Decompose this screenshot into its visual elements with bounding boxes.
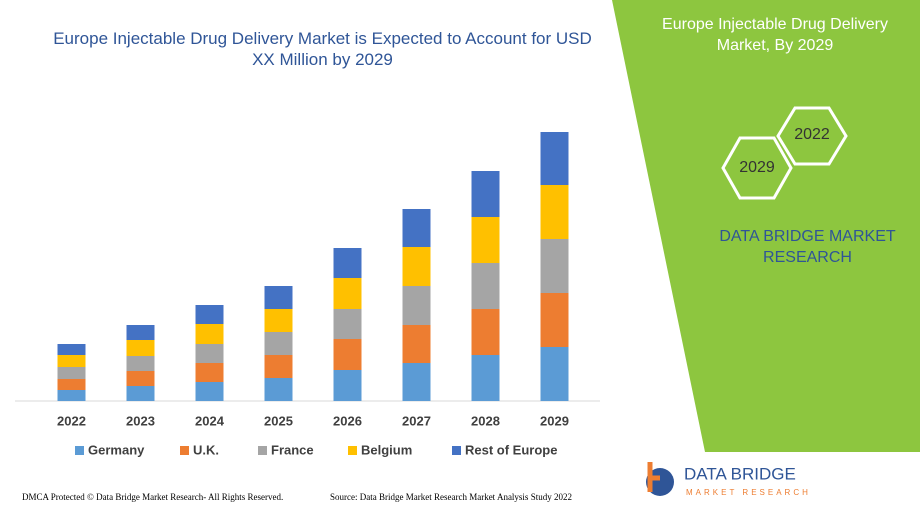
bar-segment xyxy=(402,325,431,363)
bar-segment xyxy=(264,286,293,309)
x-tick-label: 2028 xyxy=(471,413,500,428)
bar-segment xyxy=(264,332,293,355)
legend-label: France xyxy=(271,442,314,457)
bar-segment xyxy=(195,344,224,363)
bar-segment xyxy=(471,309,500,355)
bar-segment xyxy=(471,217,500,263)
bar-segment xyxy=(57,344,86,355)
bar-segment xyxy=(540,347,569,401)
bar-segment xyxy=(195,363,224,382)
legend-swatch xyxy=(452,446,461,455)
bar-segment xyxy=(402,286,431,325)
bar-segment xyxy=(471,355,500,401)
side-panel-bg xyxy=(612,0,920,452)
chart-title: Europe Injectable Drug Delivery Market i… xyxy=(53,29,592,69)
bar-segment xyxy=(57,390,86,401)
logo-icon xyxy=(646,468,674,496)
bar-segment xyxy=(333,278,362,309)
bar-segment xyxy=(126,371,155,386)
bar-segment xyxy=(540,293,569,347)
bar-segment xyxy=(402,363,431,401)
bar-segment xyxy=(57,367,86,379)
x-tick-label: 2024 xyxy=(195,413,225,428)
bar-segment xyxy=(540,239,569,293)
bar-segment xyxy=(195,382,224,401)
brand-text: DATA BRIDGE MARKET RESEARCH xyxy=(719,228,896,266)
hex-label: 2029 xyxy=(739,159,775,176)
x-tick-label: 2029 xyxy=(540,413,569,428)
x-tick-label: 2026 xyxy=(333,413,362,428)
bar-segment xyxy=(471,263,500,309)
bar-segment xyxy=(333,248,362,278)
legend-swatch xyxy=(75,446,84,455)
bar-segment xyxy=(402,247,431,286)
bar-segment xyxy=(126,356,155,371)
bar-segment xyxy=(333,370,362,401)
x-tick-label: 2023 xyxy=(126,413,155,428)
bar-segment xyxy=(126,340,155,356)
bar-segment xyxy=(333,339,362,370)
bar-segment xyxy=(57,355,86,367)
hex-label: 2022 xyxy=(794,126,830,143)
bar-segment xyxy=(126,386,155,401)
bar-segment xyxy=(540,185,569,239)
bar-segment xyxy=(402,209,431,247)
footer-right: Source: Data Bridge Market Research Mark… xyxy=(330,492,572,502)
bar-segment xyxy=(333,309,362,339)
side-title: Europe Injectable Drug Delivery Market, … xyxy=(662,16,888,54)
x-tick-label: 2025 xyxy=(264,413,293,428)
legend-label: Rest of Europe xyxy=(465,442,557,457)
bar-segment xyxy=(264,309,293,332)
x-tick-label: 2022 xyxy=(57,413,86,428)
legend-swatch xyxy=(180,446,189,455)
logo-icon xyxy=(647,462,660,492)
logo-name: DATA BRIDGE xyxy=(684,464,796,483)
bar-segment xyxy=(195,305,224,324)
legend-label: Germany xyxy=(88,442,145,457)
footer-left: DMCA Protected © Data Bridge Market Rese… xyxy=(22,492,283,502)
bar-segment xyxy=(264,378,293,401)
hexagon xyxy=(721,136,793,200)
bar-segment xyxy=(195,324,224,344)
bar-segment xyxy=(471,171,500,217)
legend-label: U.K. xyxy=(193,442,219,457)
bar-segment xyxy=(57,379,86,390)
legend-swatch xyxy=(258,446,267,455)
legend-label: Belgium xyxy=(361,442,412,457)
hexagon xyxy=(776,106,848,166)
bar-segment xyxy=(264,355,293,378)
bar-segment xyxy=(540,132,569,185)
x-tick-label: 2027 xyxy=(402,413,431,428)
legend-swatch xyxy=(348,446,357,455)
logo-tagline: MARKET RESEARCH xyxy=(686,488,811,497)
bar-segment xyxy=(126,325,155,340)
